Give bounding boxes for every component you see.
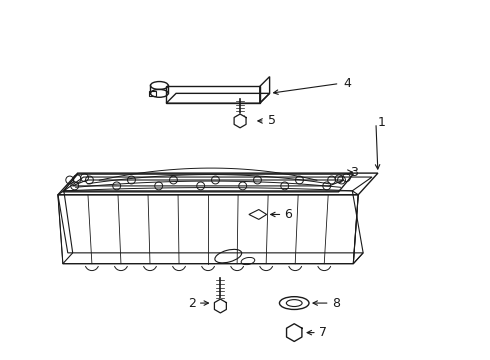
Text: 8: 8 [332, 297, 340, 310]
Text: 1: 1 [378, 116, 386, 129]
Text: 6: 6 [284, 208, 292, 221]
Text: 3: 3 [350, 166, 358, 179]
Polygon shape [215, 299, 226, 313]
Text: 5: 5 [268, 114, 276, 127]
Text: 4: 4 [343, 77, 351, 90]
Polygon shape [287, 324, 302, 342]
Polygon shape [234, 114, 246, 128]
Text: 2: 2 [188, 297, 196, 310]
Text: 7: 7 [319, 326, 327, 339]
